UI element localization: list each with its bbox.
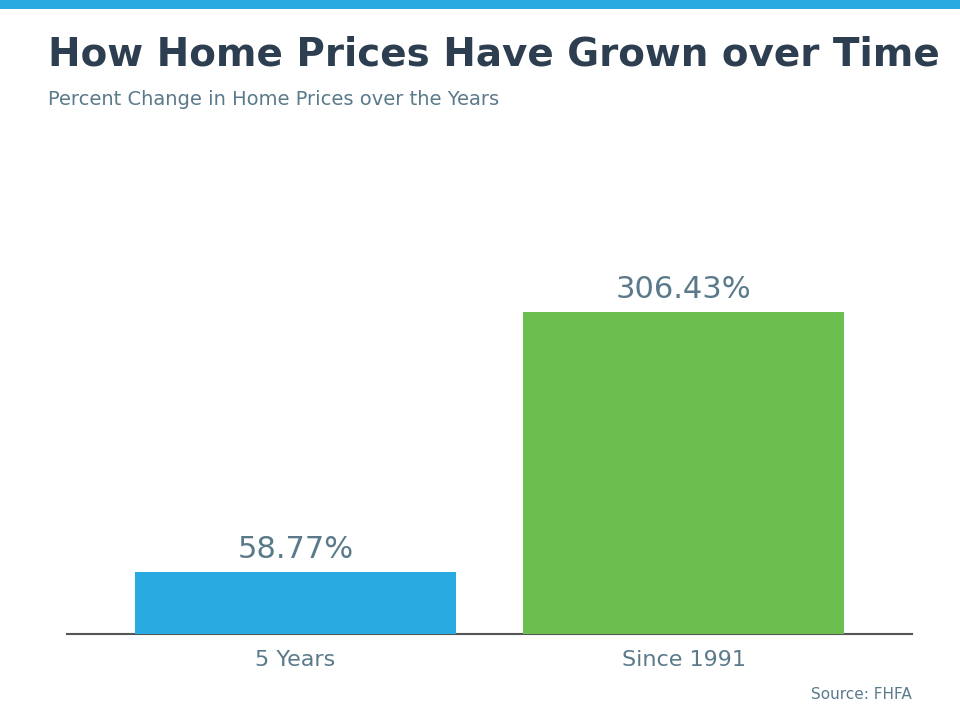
Text: How Home Prices Have Grown over Time: How Home Prices Have Grown over Time bbox=[48, 36, 940, 74]
Bar bbox=[523, 312, 845, 634]
Text: 58.77%: 58.77% bbox=[237, 536, 353, 564]
Text: Source: FHFA: Source: FHFA bbox=[811, 687, 912, 702]
Text: 306.43%: 306.43% bbox=[616, 275, 752, 305]
Text: Percent Change in Home Prices over the Years: Percent Change in Home Prices over the Y… bbox=[48, 90, 499, 109]
Bar bbox=[134, 572, 456, 634]
